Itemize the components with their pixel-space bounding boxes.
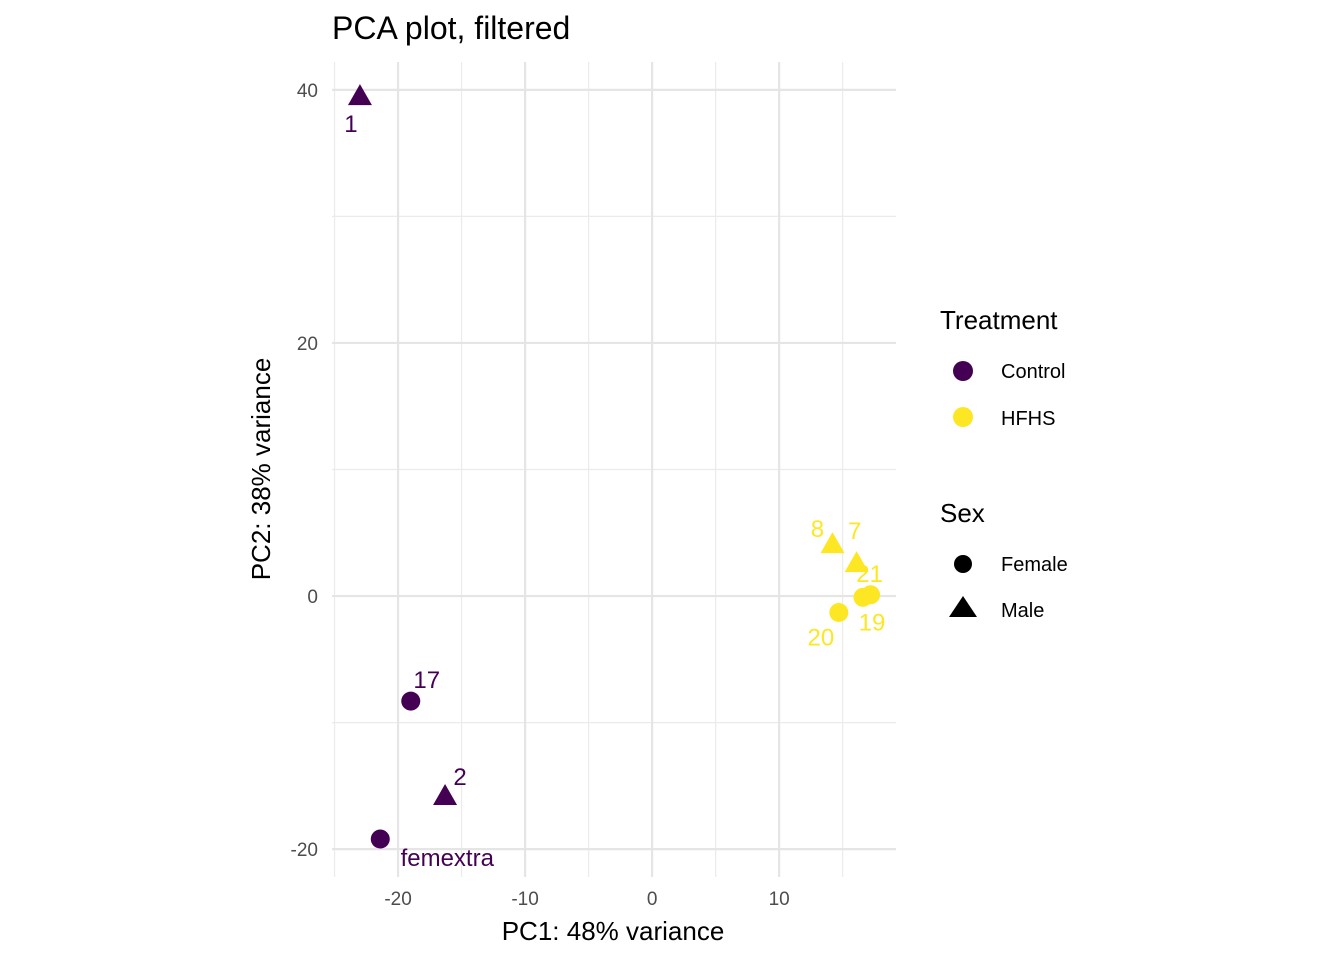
y-tick-label: 0 (307, 587, 318, 608)
x-tick-label: 10 (769, 889, 790, 910)
data-points (347, 84, 881, 849)
point-label: 8 (811, 516, 824, 543)
data-point-male (347, 84, 372, 106)
legend-key-control (953, 361, 973, 381)
point-labels: 1 17 2 femextra 8 7 21 19 20 (344, 111, 885, 872)
point-label: 19 (859, 609, 886, 636)
x-axis-title: PC1: 48% variance (502, 916, 725, 946)
legend-label-hfhs: HFHS (1001, 408, 1055, 430)
point-label: 17 (413, 667, 440, 694)
legend-label-female: Female (1001, 554, 1068, 576)
point-label: 1 (344, 111, 357, 138)
data-point-female (401, 691, 421, 711)
y-tick-label: 40 (297, 81, 318, 102)
x-tick-label: -10 (511, 889, 538, 910)
legend-title-sex: Sex (940, 498, 985, 528)
legend: Treatment Control HFHS Sex Female Male (940, 305, 1068, 622)
data-point-male (844, 551, 869, 573)
grid (332, 62, 896, 877)
point-label: 2 (453, 764, 466, 791)
point-label: 21 (856, 561, 883, 588)
legend-title-treatment: Treatment (940, 305, 1058, 335)
y-tick-label: 20 (297, 334, 318, 355)
x-tick-label: 0 (647, 889, 658, 910)
axis-ticks: -20 -10 0 10 -20 0 20 40 (291, 81, 790, 910)
x-tick-label: -20 (384, 889, 411, 910)
point-label: femextra (401, 845, 495, 872)
data-point-female (370, 829, 390, 849)
legend-key-hfhs (953, 407, 973, 427)
data-point-female (853, 587, 873, 607)
data-point-female (829, 603, 849, 623)
point-label: 20 (807, 625, 834, 652)
point-label: 7 (848, 518, 861, 545)
legend-label-control: Control (1001, 361, 1065, 383)
y-tick-label: -20 (291, 840, 318, 861)
data-point-male (433, 784, 458, 806)
y-axis-title: PC2: 38% variance (246, 358, 276, 581)
legend-label-male: Male (1001, 600, 1044, 622)
data-point-male (820, 532, 845, 554)
legend-key-male (949, 596, 977, 617)
legend-key-female (954, 555, 972, 573)
chart-title: PCA plot, filtered (332, 10, 570, 46)
